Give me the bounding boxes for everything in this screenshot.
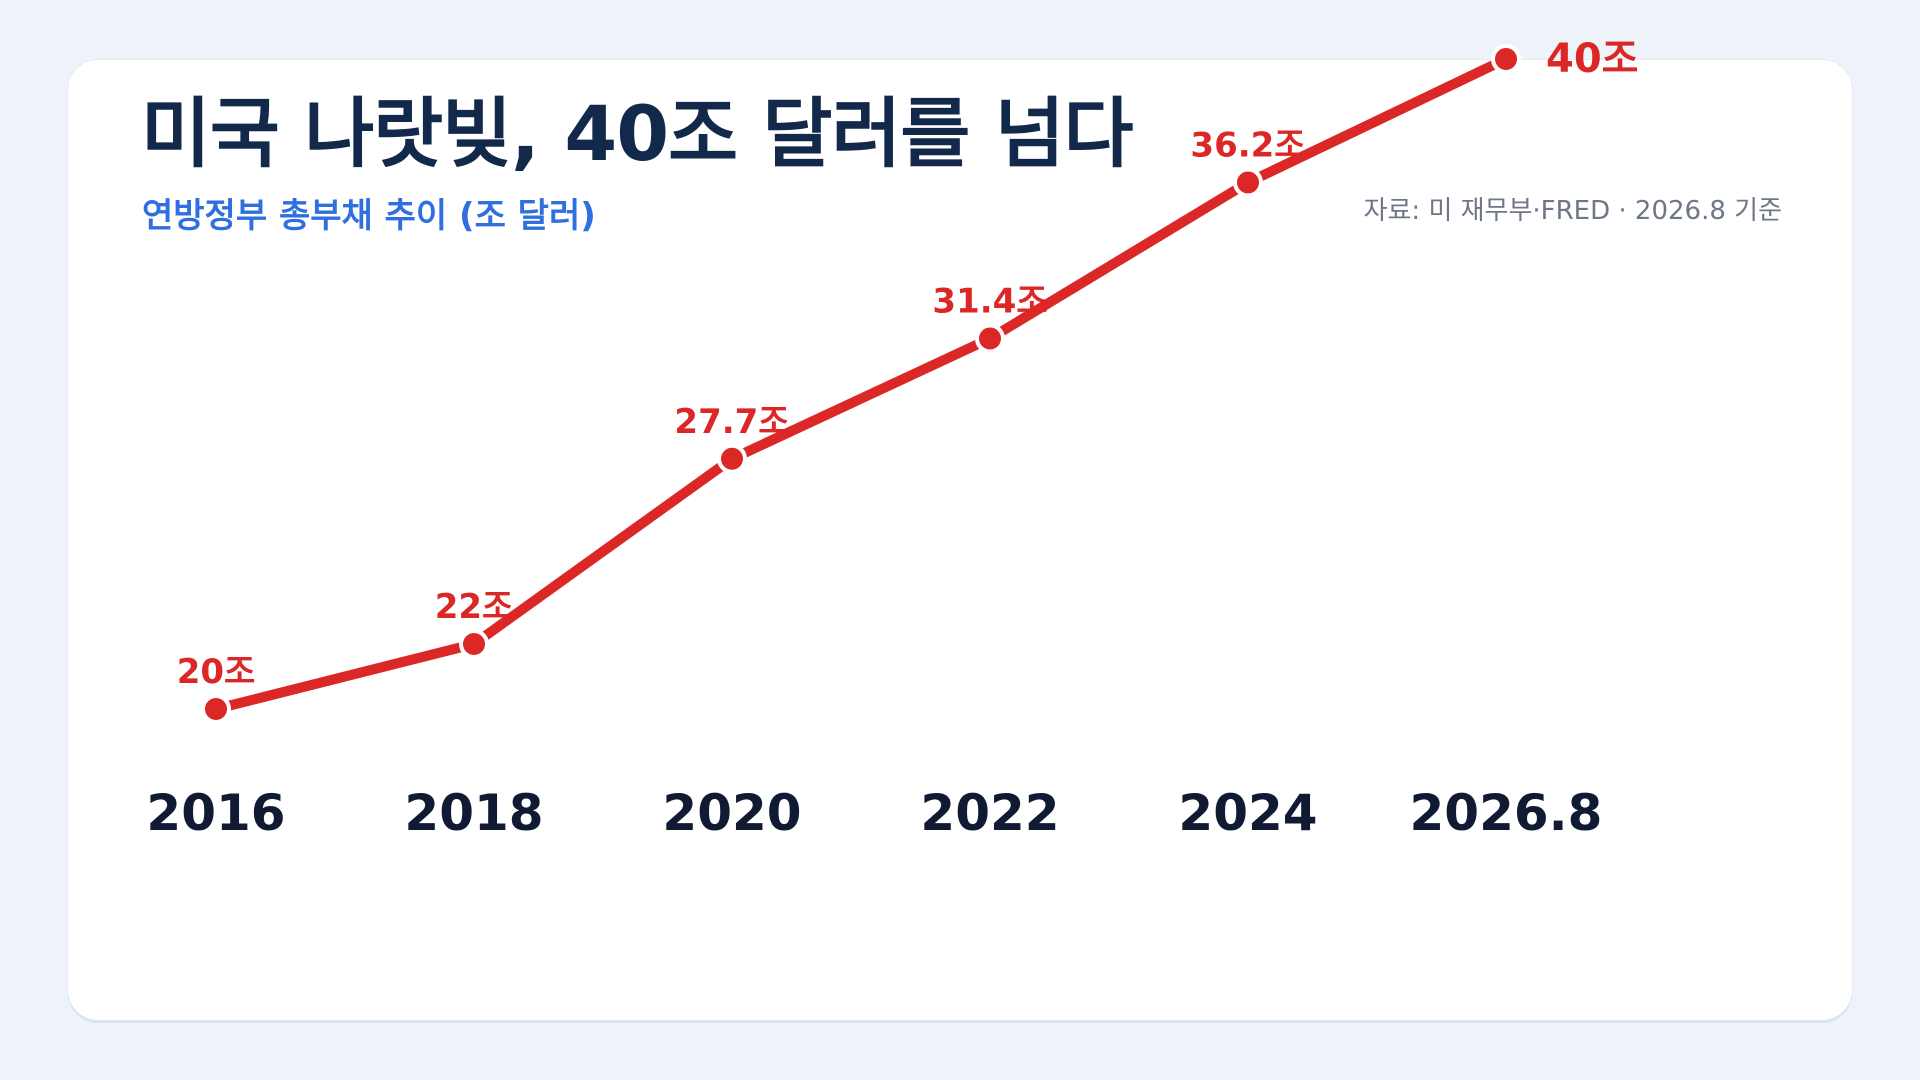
data-point [201,694,231,724]
data-point [1233,167,1263,198]
data-label: 36.2조 [1190,126,1305,166]
chart-title: 미국 나랏빚, 40조 달러를 넘다 [141,89,1134,178]
x-tick-label: 2022 [920,784,1059,842]
data-label: 31.4조 [932,282,1047,322]
data-label: 27.7조 [674,402,789,442]
data-label: 40조 [1546,36,1638,82]
data-point [1491,44,1521,74]
source-note: 자료: 미 재무부·FRED · 2026.8 기준 [1363,196,1782,226]
chart-subtitle: 연방정부 총부채 추이 (조 달러) [142,196,596,236]
x-tick-label: 2016 [146,784,285,842]
data-label: 22조 [435,587,514,627]
data-point [459,629,489,659]
x-tick-label: 2024 [1178,784,1317,842]
x-tick-label: 2018 [404,784,543,842]
x-tick-label: 2020 [662,784,801,842]
x-tick-label: 2026.8 [1410,784,1603,842]
series-line [211,54,1511,714]
data-point [717,443,747,474]
chart-card [68,60,1852,1020]
data-point [975,323,1005,354]
data-label: 20조 [177,652,256,692]
